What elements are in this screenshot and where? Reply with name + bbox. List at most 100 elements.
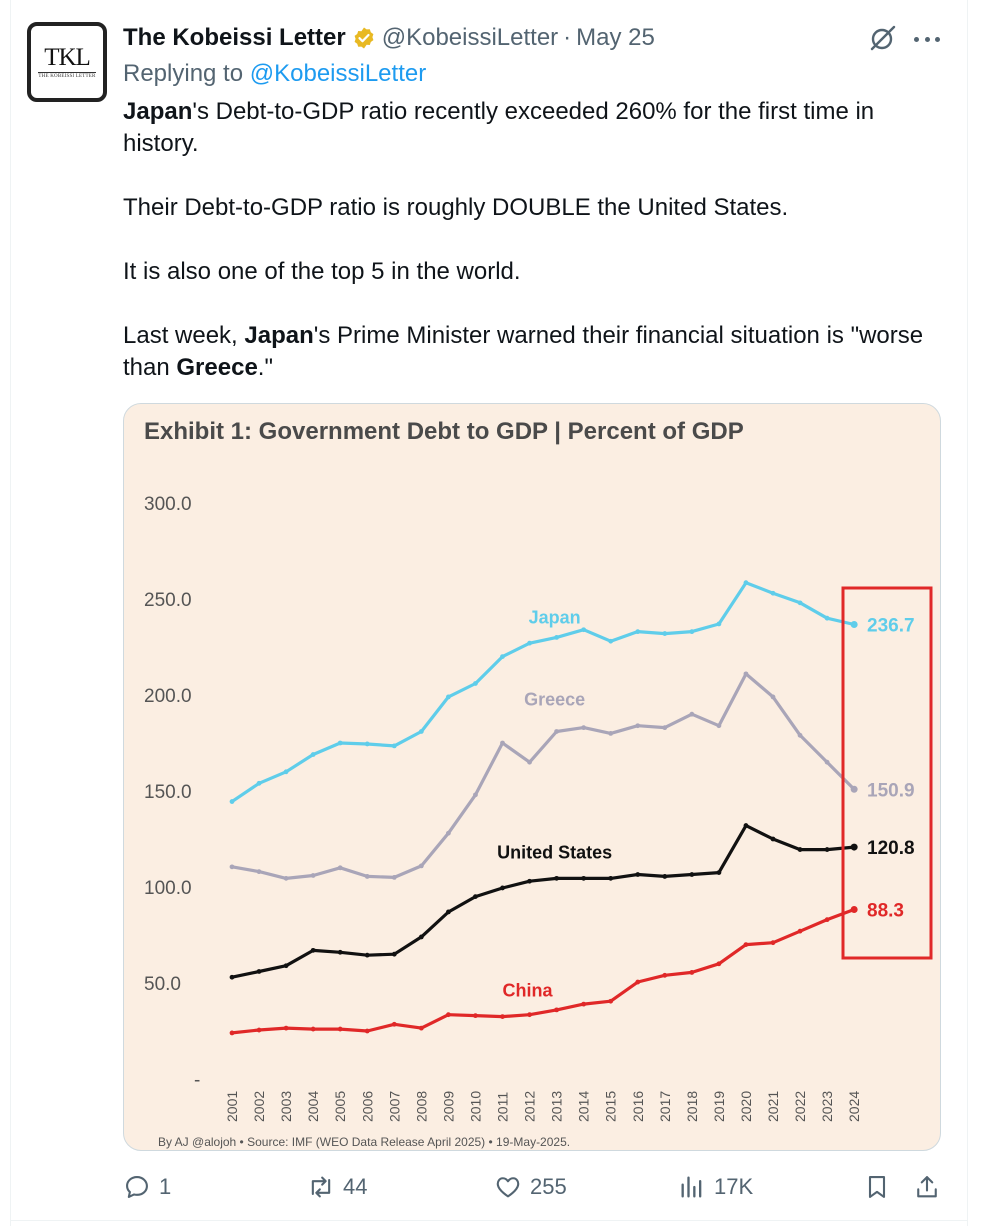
- point-japan: [364, 741, 370, 747]
- x-tick-label: 2002: [251, 1091, 267, 1122]
- x-tick-label: 2024: [846, 1091, 862, 1122]
- point-japan: [716, 621, 722, 627]
- point-united_states: [337, 949, 343, 955]
- point-greece: [527, 759, 532, 765]
- point-japan: [418, 729, 424, 734]
- point-greece: [337, 865, 343, 871]
- tweet-paragraph-1: Japan's Debt-to-GDP ratio recently excee…: [123, 96, 943, 160]
- x-tick-label: 2023: [819, 1091, 835, 1122]
- verified-badge-icon[interactable]: [352, 26, 376, 50]
- point-japan: [850, 621, 858, 629]
- highlight-box: [841, 586, 933, 960]
- x-tick-label: 2003: [278, 1091, 294, 1122]
- point-greece: [473, 792, 478, 798]
- views-icon: [681, 1176, 702, 1198]
- point-japan: [581, 627, 587, 633]
- y-axis-ticks: 300.0 250.0 200.0 150.0 100.0 50.0 -: [144, 494, 200, 1091]
- like-button[interactable]: 255: [494, 1170, 567, 1204]
- point-greece: [635, 723, 641, 729]
- point-united_states: [446, 909, 451, 915]
- point-greece: [824, 759, 830, 765]
- point-china: [824, 917, 830, 923]
- point-united_states: [229, 974, 235, 980]
- point-japan: [608, 638, 614, 644]
- views-button[interactable]: 17K: [678, 1170, 753, 1204]
- bookmark-button[interactable]: [863, 1170, 899, 1204]
- x-tick-label: 2004: [305, 1091, 321, 1122]
- heart-icon: [496, 1177, 520, 1198]
- point-greece: [689, 711, 695, 717]
- bold-japan-2: Japan: [244, 322, 314, 349]
- point-japan: [824, 615, 830, 621]
- x-tick-label: 2021: [765, 1091, 781, 1122]
- point-united_states: [716, 870, 722, 875]
- author-handle[interactable]: @KobeissiLetter: [381, 24, 559, 51]
- separator-dot: ·: [563, 24, 572, 51]
- point-japan: [473, 681, 478, 686]
- reply-button[interactable]: 1: [123, 1170, 171, 1204]
- x-tick-label: 2012: [522, 1091, 538, 1122]
- point-greece: [716, 723, 722, 729]
- series-name-japan: Japan: [529, 607, 581, 627]
- series-line-japan: [231, 581, 855, 803]
- avatar[interactable]: TKL THE KOBEISSI LETTER: [27, 22, 107, 102]
- y-tick-label: 150.0: [144, 782, 192, 803]
- point-china: [635, 979, 641, 985]
- y-tick-label: 200.0: [144, 686, 192, 707]
- replying-to-label: Replying to: [123, 60, 244, 87]
- series-name-china: China: [503, 981, 554, 1001]
- point-united_states: [850, 843, 858, 851]
- like-count: 255: [530, 1174, 567, 1199]
- left-border: [10, 0, 11, 1226]
- repost-button[interactable]: 44: [307, 1170, 367, 1204]
- point-united_states: [364, 952, 370, 958]
- point-united_states: [743, 823, 749, 828]
- point-japan: [446, 694, 451, 700]
- point-china: [500, 1014, 505, 1019]
- y-tick-label: 100.0: [144, 878, 192, 899]
- display-name[interactable]: The Kobeissi Letter: [123, 24, 346, 51]
- bold-greece: Greece: [176, 354, 258, 381]
- series-labels: Japan 236.7 Greece 150.9 United States 120.8 C…: [497, 607, 914, 1000]
- point-china: [364, 1028, 370, 1034]
- more-options-icon[interactable]: [914, 35, 940, 43]
- point-china: [473, 1013, 478, 1019]
- end-value-japan: 236.7: [867, 616, 915, 637]
- series-line-greece: [231, 672, 856, 880]
- point-china: [850, 905, 858, 913]
- point-japan: [500, 654, 505, 659]
- chart-image[interactable]: Exhibit 1: Government Debt to GDP | Perc…: [123, 403, 941, 1151]
- point-greece: [391, 875, 397, 880]
- replying-to: Replying to @KobeissiLetter: [123, 60, 426, 88]
- avatar-subtext: THE KOBEISSI LETTER: [38, 72, 96, 79]
- point-china: [662, 972, 668, 978]
- point-japan: [256, 780, 262, 786]
- series-name-greece: Greece: [524, 689, 585, 709]
- debt-to-gdp-chart: Exhibit 1: Government Debt to GDP | Perc…: [144, 418, 933, 1149]
- tweet-paragraph-2: Their Debt-to-GDP ratio is roughly DOUBL…: [123, 194, 789, 221]
- x-tick-label: 2018: [684, 1091, 700, 1122]
- point-greece: [554, 729, 559, 734]
- point-japan: [689, 629, 695, 635]
- point-greece: [850, 785, 858, 793]
- x-axis-ticks: 2001 2002 2003 2004 2005 2006 2007 2008 2009 2010…: [224, 1091, 862, 1122]
- point-greece: [310, 873, 316, 878]
- replying-to-handle[interactable]: @KobeissiLetter: [249, 60, 427, 87]
- point-japan: [337, 740, 343, 746]
- point-united_states: [824, 847, 830, 852]
- paragraph-4-c: .": [257, 354, 273, 381]
- point-japan: [229, 799, 235, 804]
- share-button[interactable]: [913, 1170, 949, 1204]
- bookmark-icon: [868, 1176, 886, 1198]
- grok-icon[interactable]: [869, 24, 897, 52]
- point-united_states: [391, 951, 397, 957]
- series-line-united_states: [231, 824, 855, 979]
- y-tick-label: 300.0: [144, 494, 192, 515]
- tweet-date[interactable]: May 25: [576, 24, 655, 51]
- tweet-paragraph-4: Last week, Japan's Prime Minister warned…: [123, 320, 943, 384]
- reply-count: 1: [159, 1174, 172, 1199]
- x-tick-label: 2011: [495, 1092, 511, 1122]
- point-greece: [446, 830, 451, 836]
- point-japan: [770, 590, 776, 596]
- x-tick-label: 2013: [549, 1091, 565, 1122]
